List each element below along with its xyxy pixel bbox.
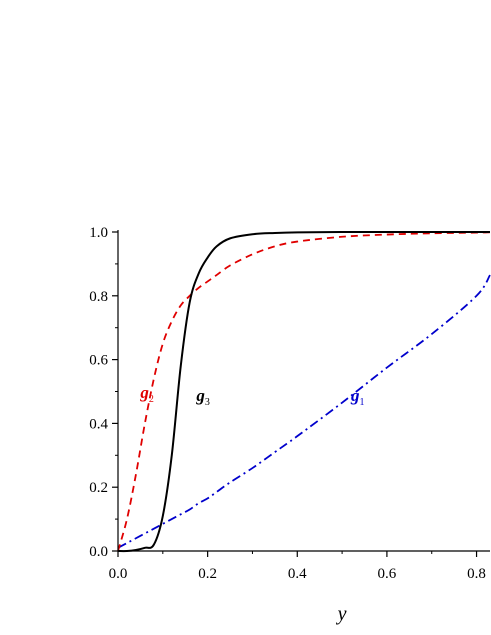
x-tick-label: 0.4 bbox=[288, 566, 307, 582]
series-line-g1 bbox=[117, 274, 491, 549]
series-label-g1: g1 bbox=[350, 386, 365, 408]
x-tick-label: 0.6 bbox=[378, 566, 397, 582]
x-axis-title: y bbox=[336, 603, 347, 625]
y-tick-label: 0.4 bbox=[89, 416, 108, 432]
y-tick-label: 0.6 bbox=[89, 353, 108, 369]
y-tick-label: 1.0 bbox=[89, 225, 108, 241]
x-tick-label: 0.0 bbox=[109, 566, 128, 582]
x-tick-label: 0.8 bbox=[467, 566, 486, 582]
x-tick-label: 0.2 bbox=[198, 566, 217, 582]
y-tick-label: 0.0 bbox=[89, 544, 108, 560]
series-label-g2: g2 bbox=[139, 383, 154, 405]
series-line-g2 bbox=[117, 231, 491, 552]
series-line-g3 bbox=[117, 230, 490, 553]
series-label-g3: g3 bbox=[195, 386, 210, 408]
y-tick-label: 0.8 bbox=[89, 289, 108, 305]
y-tick-label: 0.2 bbox=[89, 480, 108, 496]
